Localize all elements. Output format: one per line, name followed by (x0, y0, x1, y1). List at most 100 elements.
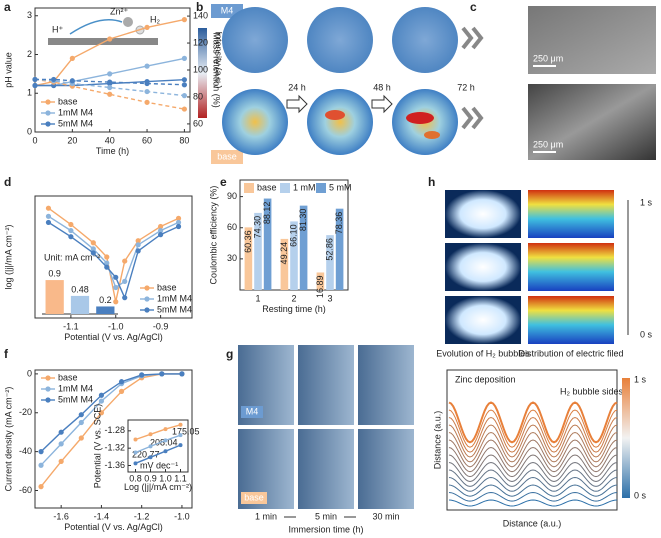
schematic (48, 17, 158, 45)
line (35, 78, 185, 86)
value-label: 88.12 (262, 202, 272, 225)
axis-label: Distance (a.u.) (432, 411, 442, 470)
x-tick-label: -0.9 (153, 321, 169, 331)
legend-marker (45, 99, 51, 105)
x-tick-label: 40 (105, 135, 115, 145)
marker (133, 450, 138, 455)
x-tick-label: -1.0 (108, 321, 124, 331)
value-label: 0.48 (71, 284, 89, 294)
bar (244, 227, 253, 290)
legend-label: 1mM M4 (58, 107, 93, 117)
sem-image (528, 6, 656, 74)
y2-tick-label: 140 (193, 10, 208, 20)
y-tick-label: -20 (19, 407, 32, 417)
panel-letter: g (226, 347, 233, 361)
curve (448, 431, 618, 463)
x-tick-label: -1.0 (174, 511, 190, 521)
marker (78, 419, 84, 426)
x-tick-label: 3 (327, 293, 332, 303)
value-label: 60.36 (243, 230, 253, 253)
colorbar (622, 378, 630, 498)
curve (448, 491, 618, 502)
marker (178, 422, 183, 427)
y-axis-label: Coulombic efficiency (%) (208, 186, 218, 285)
legend-marker (45, 397, 51, 403)
legend-swatch (280, 183, 290, 193)
map (307, 7, 373, 73)
marker (144, 88, 150, 95)
bar (254, 212, 262, 290)
marker (178, 433, 183, 438)
x-tick-label: -1.4 (94, 511, 110, 521)
y-tick-label: -60 (19, 485, 32, 495)
time-label: 0 s (640, 329, 653, 339)
marker (98, 392, 105, 398)
x-tick-label: 1 (255, 293, 260, 303)
marker (113, 274, 119, 280)
chevron (461, 106, 484, 130)
y-tick-label: -1.36 (104, 460, 125, 470)
marker (90, 246, 96, 252)
panel-letter: f (4, 347, 9, 361)
photo (298, 429, 354, 509)
arrow (371, 94, 393, 114)
marker (133, 437, 138, 442)
marker (118, 379, 125, 385)
marker (107, 84, 113, 91)
line (34, 78, 185, 97)
y2-axis-label: Mass retention (%) (212, 32, 222, 108)
spot (325, 110, 345, 120)
x-tick-label: 1.0 (159, 473, 172, 483)
line (135, 424, 181, 441)
line (35, 79, 185, 87)
y-tick-label: 3 (27, 10, 32, 20)
marker (181, 82, 187, 88)
photo (358, 429, 414, 509)
y-axis-label: Potential (V vs. SCE) (92, 404, 102, 489)
annotation: Unit: mA cm⁻² (44, 252, 100, 262)
y2-tick-label: 100 (193, 64, 208, 74)
marker (78, 412, 84, 418)
x-tick-label: 0 (32, 135, 37, 145)
bar (326, 235, 334, 290)
marker (98, 410, 105, 416)
time-label: 72 h (457, 82, 475, 92)
photo (298, 345, 354, 425)
line (135, 444, 181, 464)
curve (448, 484, 618, 497)
curve (448, 401, 618, 444)
marker (69, 55, 75, 61)
curve (448, 476, 618, 492)
marker (38, 462, 44, 468)
y-axis-label: pH value (3, 52, 13, 88)
spot (424, 131, 440, 139)
legend-label: 1mM M4 (58, 383, 93, 393)
marker (68, 221, 74, 228)
marker (181, 55, 187, 61)
marker (45, 205, 52, 211)
marker (135, 238, 141, 244)
y-tick-label: -1.32 (104, 443, 125, 453)
curve (448, 416, 618, 453)
bar (45, 280, 64, 314)
legend-label: 5mM M4 (58, 118, 93, 128)
line (135, 434, 181, 454)
axis-label: Immersion time (h) (288, 524, 363, 534)
caption: Distribution of electric filed (518, 348, 623, 358)
marker (38, 484, 44, 490)
line (40, 373, 182, 453)
y-axis-label: log (|j|/mA cm⁻²) (3, 225, 13, 290)
y-tick-label: 60 (227, 222, 237, 232)
annotation: 175.05 (172, 426, 200, 436)
y-tick-label: 0 (27, 126, 32, 136)
label-box (241, 406, 263, 418)
time-label: 1 min (255, 511, 277, 521)
bar (263, 198, 272, 290)
legend-swatch (316, 183, 326, 193)
y-tick-label: 0 (27, 368, 32, 378)
bar (299, 205, 308, 290)
label-box (241, 492, 267, 504)
annotation: H₂ (150, 14, 160, 24)
marker (144, 24, 150, 30)
